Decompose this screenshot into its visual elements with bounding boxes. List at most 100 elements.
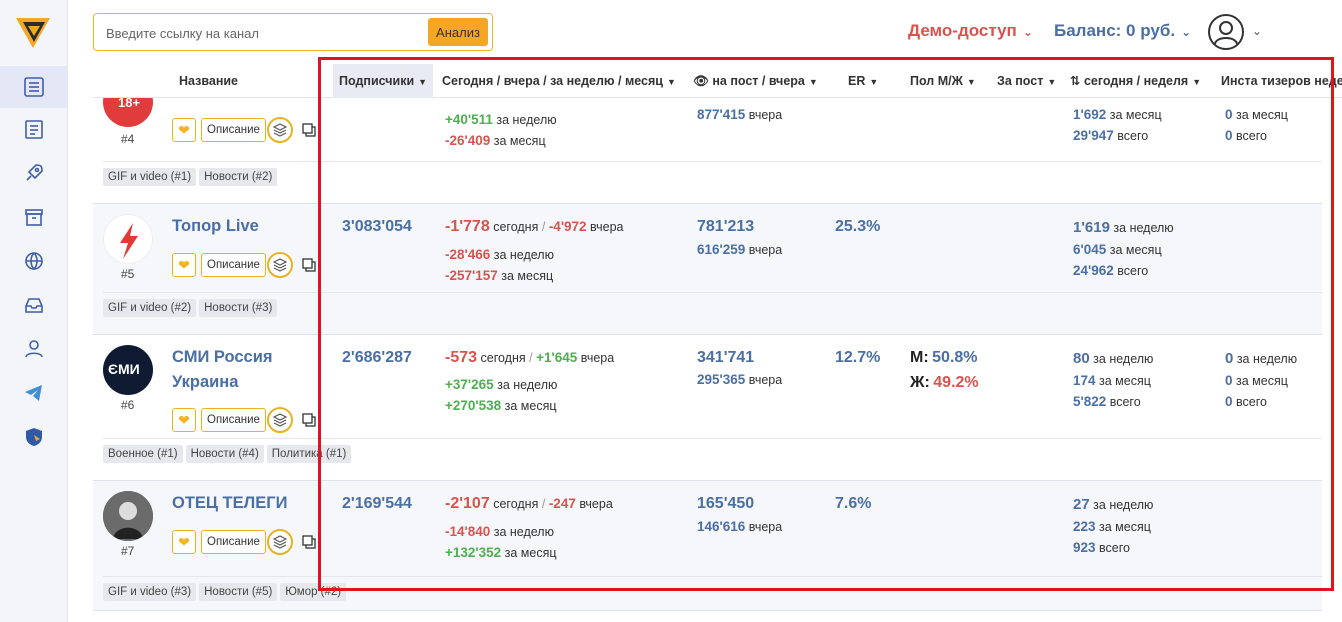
description-button[interactable]: Описание: [201, 530, 266, 554]
nav-report-icon[interactable]: [0, 108, 68, 150]
tag[interactable]: Военное (#1): [103, 445, 183, 463]
insta-total: 0 всего: [1225, 394, 1267, 409]
layers-icon[interactable]: [267, 252, 293, 278]
description-button[interactable]: Описание: [201, 118, 266, 142]
repost-icon: ⇅: [1070, 74, 1081, 88]
tag[interactable]: Новости (#4): [185, 445, 264, 463]
scrollbar[interactable]: [1322, 98, 1342, 622]
reposts-total: 24'962 всего: [1073, 263, 1149, 278]
channel-link-input[interactable]: [106, 22, 416, 44]
nav-shield-icon[interactable]: [0, 416, 68, 458]
layers-icon[interactable]: [267, 407, 293, 433]
subscribers-count: 3'083'054: [342, 218, 412, 235]
channel-tags: GIF и video (#3) Новости (#5) Юмор (#2): [103, 576, 1322, 606]
views-yesterday: 616'259 вчера: [697, 242, 783, 257]
column-views[interactable]: 👁 на пост / вчера ▼: [693, 74, 818, 88]
layers-icon[interactable]: [267, 117, 293, 143]
views-yesterday: 295'365 вчера: [697, 372, 783, 387]
reposts-total: 5'822 всего: [1073, 394, 1141, 409]
description-button[interactable]: Описание: [201, 253, 266, 277]
growth-month: -26'409 за месяц: [445, 133, 546, 148]
reposts-week: 80 за неделю: [1073, 350, 1154, 367]
logo-icon[interactable]: [14, 14, 52, 50]
caret-down-icon: ▼: [418, 77, 428, 87]
channel-name[interactable]: Топор Live: [172, 217, 259, 235]
table-header: Название Подписчики ▼ Сегодня / вчера / з…: [93, 64, 1342, 98]
reposts-month: 6'045 за месяц: [1073, 242, 1162, 257]
views-per-post: 341'741: [697, 349, 755, 366]
user-avatar-icon[interactable]: [1208, 14, 1244, 50]
table-row[interactable]: #7 ОТЕЦ ТЕЛЕГИ ❤ Описание 2'169'544 -2'1…: [93, 481, 1322, 611]
tag[interactable]: Новости (#5): [199, 583, 278, 601]
insta-week: 0 за неделю: [1225, 350, 1298, 367]
tag[interactable]: Новости (#3): [199, 299, 278, 317]
avatar-badge: 18+: [118, 95, 141, 110]
channel-tags: Военное (#1) Новости (#4) Политика (#1): [103, 438, 1322, 468]
favorite-button[interactable]: ❤: [172, 530, 196, 554]
description-button[interactable]: Описание: [201, 408, 266, 432]
nav-rocket-icon[interactable]: [0, 152, 68, 194]
caret-down-icon: ▼: [666, 77, 676, 87]
copy-icon[interactable]: [302, 535, 316, 549]
channel-avatar: [103, 491, 153, 541]
growth-today-yesterday: -1'778 сегодня / -4'972 вчера: [445, 218, 624, 235]
demo-access-menu[interactable]: Демо-доступ ⌄: [908, 21, 1033, 41]
reposts-month: 174 за месяц: [1073, 373, 1151, 388]
subscribers-count: 2'686'287: [342, 349, 412, 366]
column-name[interactable]: Название: [179, 74, 239, 88]
favorite-button[interactable]: ❤: [172, 253, 196, 277]
channel-name[interactable]: ОТЕЦ ТЕЛЕГИ: [172, 494, 288, 512]
favorite-button[interactable]: ❤: [172, 408, 196, 432]
nav-user-icon[interactable]: [0, 328, 68, 370]
channel-rank: #6: [121, 398, 135, 412]
nav-list-icon[interactable]: [0, 66, 68, 108]
channel-rank: #4: [121, 132, 135, 146]
column-reposts[interactable]: ⇅ сегодня / неделя ▼: [1070, 74, 1202, 88]
copy-icon[interactable]: [302, 413, 316, 427]
tag[interactable]: GIF и video (#3): [103, 583, 197, 601]
column-gender[interactable]: Пол М/Ж ▼: [910, 74, 976, 88]
growth-week: -28'466 за неделю: [445, 247, 554, 262]
growth-week: +40'511 за неделю: [445, 112, 557, 127]
insta-month: 0 за месяц: [1225, 373, 1288, 388]
favorite-button[interactable]: ❤: [172, 118, 196, 142]
table-row[interactable]: ЄМИ #6 СМИ Россия Украина ❤ Описание 2'6…: [93, 335, 1322, 481]
demo-access-label: Демо-доступ: [908, 21, 1017, 40]
gender-female: Ж: 49.2%: [910, 374, 979, 391]
copy-icon[interactable]: [302, 123, 316, 137]
nav-archive-icon[interactable]: [0, 196, 68, 238]
channels-table: Название Подписчики ▼ Сегодня / вчера / з…: [93, 64, 1342, 622]
tag[interactable]: Новости (#2): [199, 168, 278, 186]
reposts-total: 923 всего: [1073, 540, 1130, 555]
channel-rank: #5: [121, 267, 135, 281]
channel-name[interactable]: СМИ Россия Украина: [172, 348, 273, 391]
channel-tags: GIF и video (#1) Новости (#2): [103, 161, 1322, 191]
subscribers-count: 2'169'544: [342, 495, 412, 512]
channel-rank: #7: [121, 544, 135, 558]
balance-label: Баланс: 0 руб.: [1054, 21, 1176, 40]
tag[interactable]: GIF и video (#2): [103, 299, 197, 317]
layers-icon[interactable]: [267, 529, 293, 555]
column-per-post[interactable]: За пост ▼: [997, 74, 1057, 88]
chevron-down-icon[interactable]: ⌄: [1252, 24, 1263, 38]
table-row[interactable]: #5 Топор Live ❤ Описание 3'083'054 -1'77…: [93, 204, 1322, 335]
tag[interactable]: GIF и video (#1): [103, 168, 197, 186]
balance-menu[interactable]: Баланс: 0 руб. ⌄: [1054, 21, 1191, 41]
caret-down-icon: ▼: [1047, 77, 1057, 87]
column-insta[interactable]: Инста тизеров неделя: [1221, 74, 1342, 88]
column-er[interactable]: ER ▼: [848, 74, 879, 88]
channel-tags: GIF и video (#2) Новости (#3): [103, 292, 1322, 322]
er-value: 7.6%: [835, 495, 872, 512]
nav-telegram-icon[interactable]: [0, 372, 68, 414]
tag[interactable]: Юмор (#2): [280, 583, 347, 601]
nav-globe-icon[interactable]: [0, 240, 68, 282]
caret-down-icon: ▼: [808, 77, 818, 87]
column-subscribers[interactable]: Подписчики ▼: [333, 64, 434, 98]
column-growth[interactable]: Сегодня / вчера / за неделю / месяц ▼: [442, 74, 676, 88]
tag[interactable]: Политика (#1): [266, 445, 352, 463]
heart-icon: ❤: [178, 411, 190, 428]
copy-icon[interactable]: [302, 258, 316, 272]
growth-week: -14'840 за неделю: [445, 524, 554, 539]
nav-inbox-icon[interactable]: [0, 284, 68, 326]
analyze-button[interactable]: Анализ: [428, 18, 488, 46]
